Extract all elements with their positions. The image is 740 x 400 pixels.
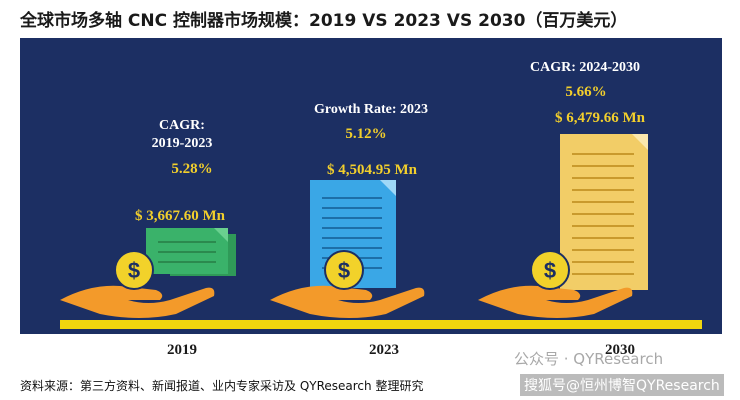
watermark-text: 公众号 · QYResearch (514, 350, 664, 368)
search-tag: 搜狐号@恒州博智QYResearch (520, 374, 724, 396)
hand-icon (60, 285, 633, 318)
rate-value-2019: 5.28% (171, 161, 213, 177)
svg-text:$: $ (128, 258, 140, 283)
bar-2030 (560, 134, 648, 290)
rate-value-2030: 5.66% (565, 84, 607, 100)
value-label-2030: $ 6,479.66 Mn (555, 110, 645, 126)
dollar-coin-icon: $ $ $ (114, 250, 570, 290)
category-label-2023: 2023 (369, 342, 399, 358)
rate-heading-2019-line1: CAGR: (159, 118, 205, 133)
rate-heading-2023: Growth Rate: 2023 (313, 102, 429, 117)
source-note: 资料来源：第三方资料、新闻报道、业内专家采访及 QYResearch 整理研究 (20, 379, 424, 393)
rate-heading-2030: CAGR: 2024-2030 (529, 60, 641, 75)
chart-panel: $ $ $ CAGR: 2019-2023 5.28% $ 3,667.60 M… (20, 38, 722, 368)
chart-art: $ $ $ (60, 134, 648, 318)
chart-title: 全球市场多轴 CNC 控制器市场规模：2019 VS 2023 VS 2030（… (20, 11, 628, 31)
category-label-2019: 2019 (167, 342, 197, 358)
value-label-2023: $ 4,504.95 Mn (327, 162, 417, 178)
banknote-icon (146, 228, 236, 276)
baseline-bar (60, 320, 702, 329)
year-band (20, 334, 722, 368)
svg-text:$: $ (544, 258, 556, 283)
document-icon-2030 (560, 134, 648, 290)
svg-text:$: $ (338, 258, 350, 283)
category-label-2030: 2030 (605, 342, 635, 358)
rate-value-2023: 5.12% (345, 126, 387, 142)
value-label-2019: $ 3,667.60 Mn (135, 208, 225, 224)
rate-heading-2019-line2: 2019-2023 (151, 136, 213, 151)
